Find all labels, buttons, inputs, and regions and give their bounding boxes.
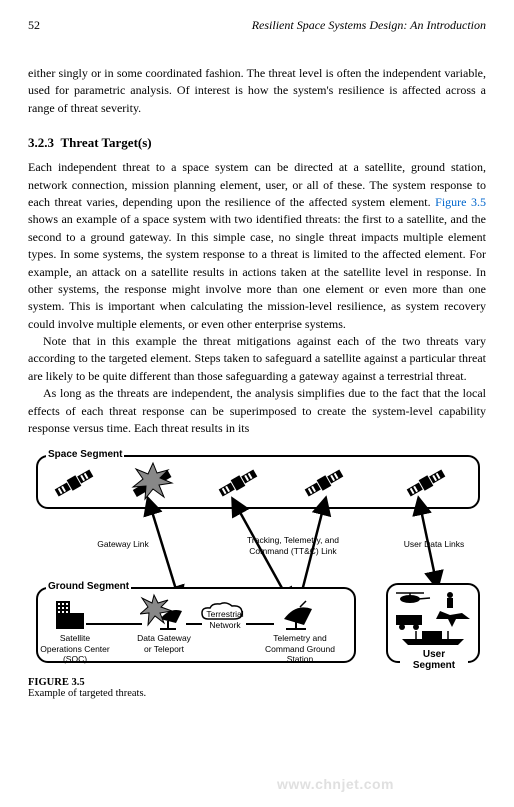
user-segment-icons — [392, 589, 474, 645]
page-number: 52 — [28, 18, 40, 33]
paragraph-4: As long as the threats are independent, … — [28, 385, 486, 437]
figure-link[interactable]: Figure 3.5 — [435, 195, 486, 209]
soc-label: Satellite Operations Center (SOC) — [40, 633, 110, 664]
tcgs-dish-icon — [274, 597, 318, 631]
watermark: www.chnjet.com — [277, 776, 394, 792]
figure-caption-text: Example of targeted threats. — [28, 688, 486, 699]
book-title: Resilient Space Systems Design: An Intro… — [252, 18, 486, 33]
figure-number: FIGURE 3.5 — [28, 677, 486, 688]
user-data-links-label: User Data Links — [394, 539, 474, 549]
soc-building-icon — [50, 597, 90, 631]
paragraph-2: Each independent threat to a space syste… — [28, 159, 486, 333]
user-segment-title: User Segment — [400, 649, 468, 671]
data-gateway-label: Data Gateway or Teleport — [134, 633, 194, 653]
terrestrial-network-label: Terrestrial Network — [200, 609, 250, 629]
gateway-link-label: Gateway Link — [88, 539, 158, 549]
ttc-link-label: Tracking, Telemetry, and Command (TT&C) … — [243, 535, 343, 555]
ground-segment-title: Ground Segment — [46, 581, 131, 592]
section-number: 3.2.3 — [28, 135, 54, 150]
section-heading: 3.2.3 Threat Target(s) — [28, 135, 486, 151]
page-header: 52 Resilient Space Systems Design: An In… — [28, 18, 486, 33]
network-line-1 — [86, 621, 142, 627]
paragraph-3: Note that in this example the threat mit… — [28, 333, 486, 385]
figure-3-5: Space Segment Gateway Link Tracking, Tel… — [28, 449, 488, 667]
network-line-3 — [246, 621, 274, 627]
data-gateway-icon — [140, 593, 190, 631]
paragraph-continuation: either singly or in some coordinated fas… — [28, 65, 486, 117]
tcgs-label: Telemetry and Command Ground Station — [260, 633, 340, 664]
figure-caption: FIGURE 3.5 Example of targeted threats. — [28, 677, 486, 699]
section-title: Threat Target(s) — [61, 135, 152, 150]
